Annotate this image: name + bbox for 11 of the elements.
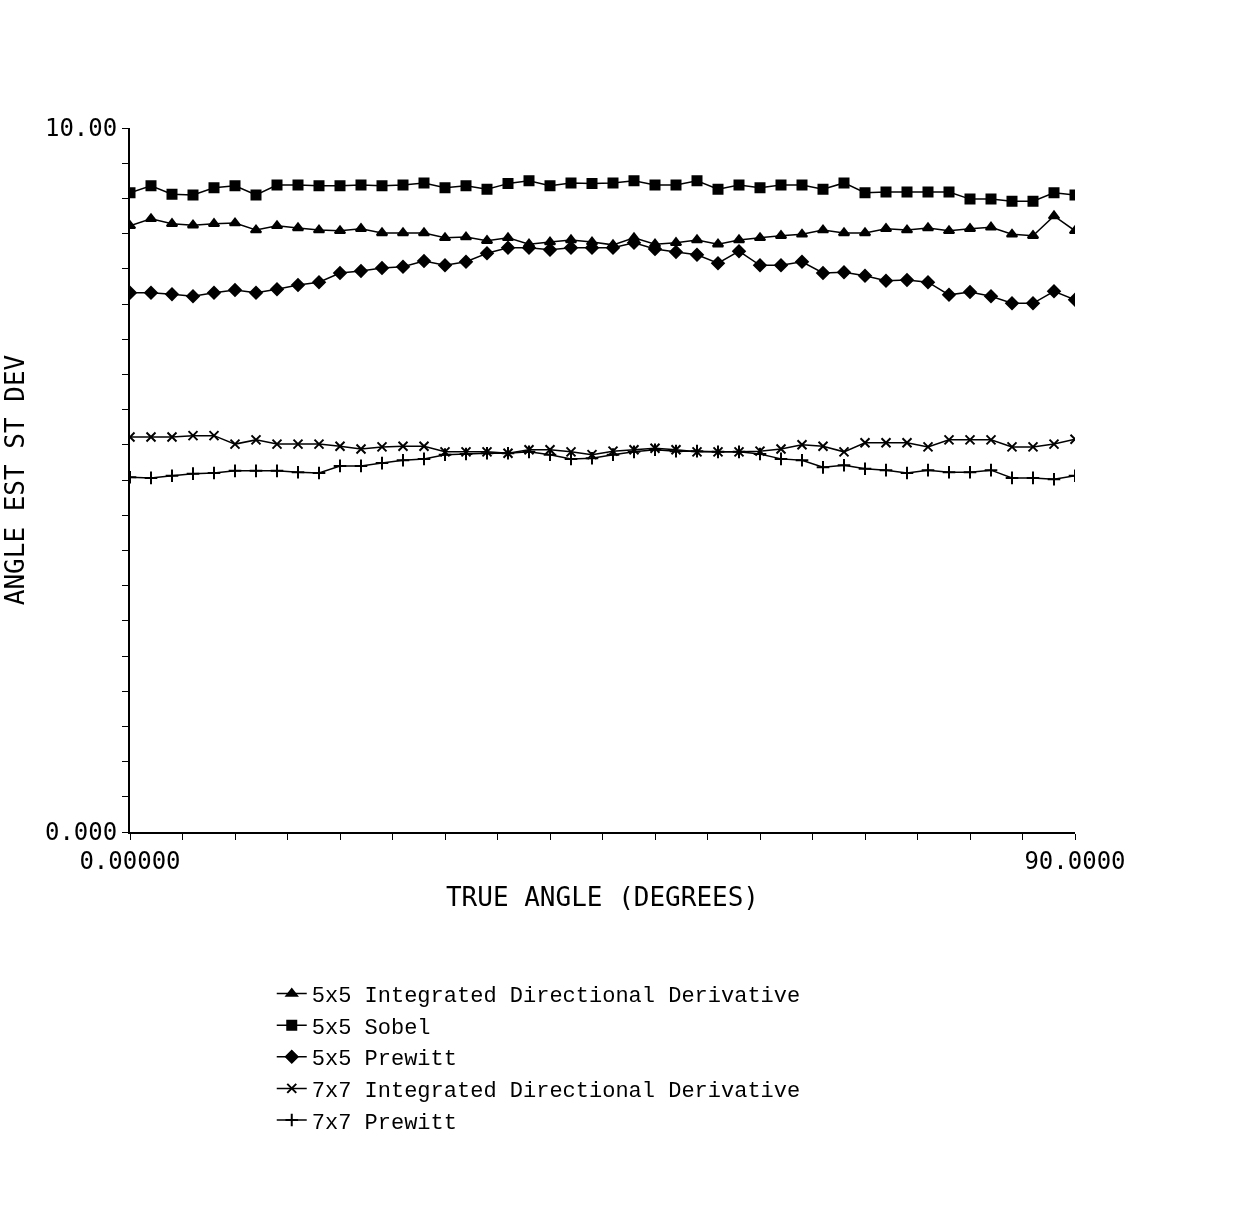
y-tick-label: 0.000 [44,818,118,847]
legend-label: 7x7 Integrated Directional Derivative [311,1078,801,1104]
x-axis-title: TRUE ANGLE (DEGREES) [445,882,760,912]
x-tick-label: 90.0000 [1024,846,1126,875]
legend-label: 5x5 Sobel [311,1015,431,1041]
legend-label: 7x7 Prewitt [311,1110,457,1136]
legend-label: 5x5 Integrated Directional Derivative [311,984,801,1010]
legend-label: 5x5 Prewitt [311,1047,457,1073]
y-tick-label: 10.00 [44,114,118,143]
x-tick-label: 0.00000 [79,846,181,875]
y-axis-title: ANGLE EST ST DEV [0,354,30,606]
